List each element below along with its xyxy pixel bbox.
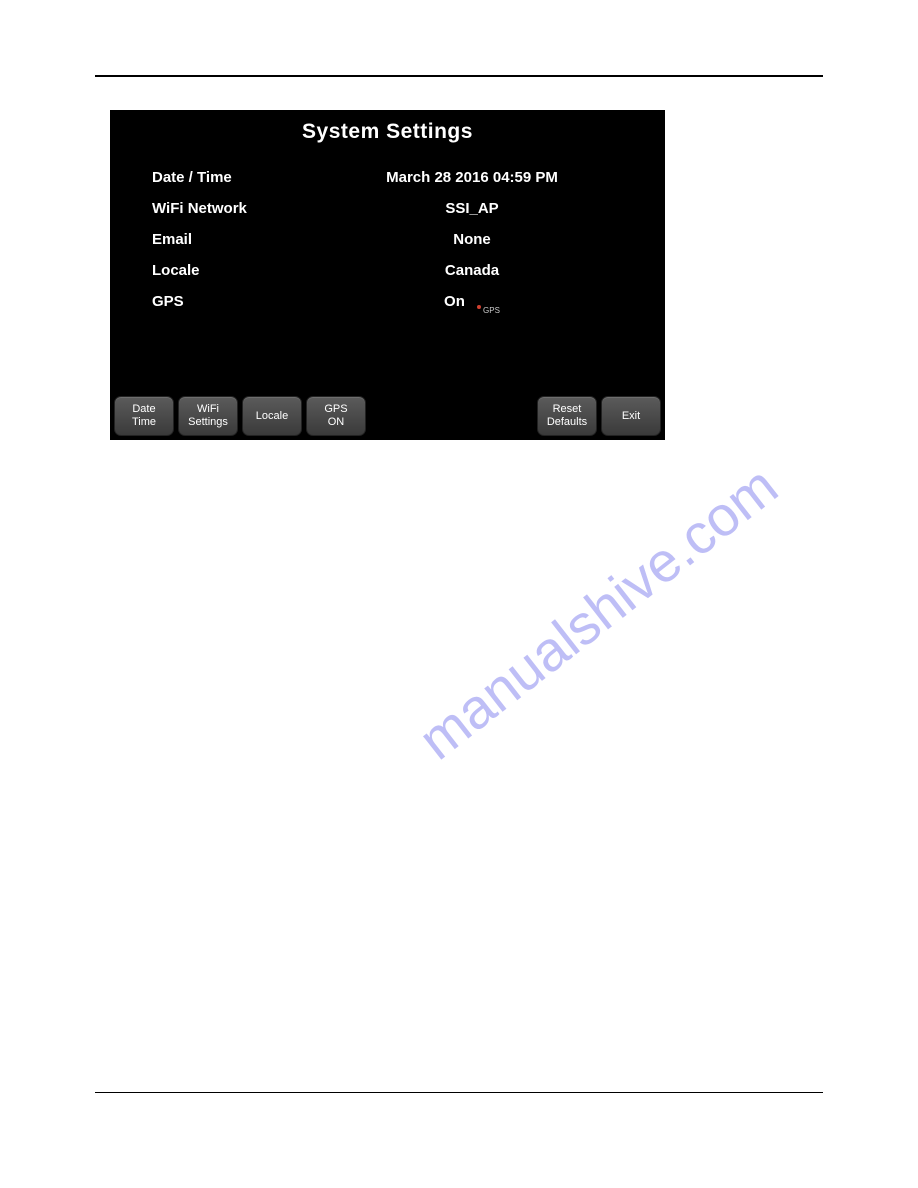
locale-button[interactable]: Locale [242,396,302,436]
setting-value: SSI_AP [342,200,602,217]
wifi-settings-button[interactable]: WiFiSettings [178,396,238,436]
button-row: DateTime WiFiSettings Locale GPSON Reset… [110,392,665,440]
date-time-button[interactable]: DateTime [114,396,174,436]
page-rule-top [95,75,823,77]
gps-dot-icon [477,305,481,309]
exit-button[interactable]: Exit [601,396,661,436]
button-label: Locale [256,410,288,423]
button-label: ResetDefaults [547,403,587,428]
screen-title: System Settings [110,110,665,144]
setting-row-datetime: Date / Time March 28 2016 04:59 PM [152,162,665,193]
gps-indicator: GPS [477,306,500,315]
setting-row-gps: GPS On GPS [152,286,665,317]
gps-on-button[interactable]: GPSON [306,396,366,436]
setting-label: Date / Time [152,169,342,186]
setting-label: Locale [152,262,342,279]
setting-row-wifi: WiFi Network SSI_AP [152,193,665,224]
setting-value: March 28 2016 04:59 PM [342,169,602,186]
reset-defaults-button[interactable]: ResetDefaults [537,396,597,436]
setting-row-locale: Locale Canada [152,255,665,286]
watermark-text: manualshive.com [406,453,789,772]
button-label: DateTime [132,403,156,428]
setting-row-email: Email None [152,224,665,255]
gps-indicator-label: GPS [483,306,500,315]
button-label: GPSON [324,403,347,428]
setting-value: On GPS [342,293,602,310]
setting-value: None [342,231,602,248]
setting-label: WiFi Network [152,200,342,217]
gps-value-text: On [444,293,465,310]
setting-label: Email [152,231,342,248]
page-rule-bottom [95,1092,823,1093]
button-label: WiFiSettings [188,403,228,428]
setting-value: Canada [342,262,602,279]
button-label: Exit [622,410,640,423]
system-settings-screen: System Settings Date / Time March 28 201… [110,110,665,440]
setting-label: GPS [152,293,342,310]
settings-rows: Date / Time March 28 2016 04:59 PM WiFi … [110,144,665,392]
